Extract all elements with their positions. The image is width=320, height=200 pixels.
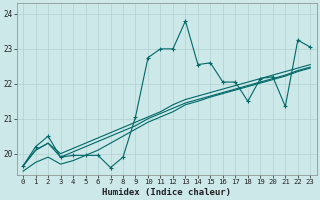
X-axis label: Humidex (Indice chaleur): Humidex (Indice chaleur) <box>102 188 231 197</box>
